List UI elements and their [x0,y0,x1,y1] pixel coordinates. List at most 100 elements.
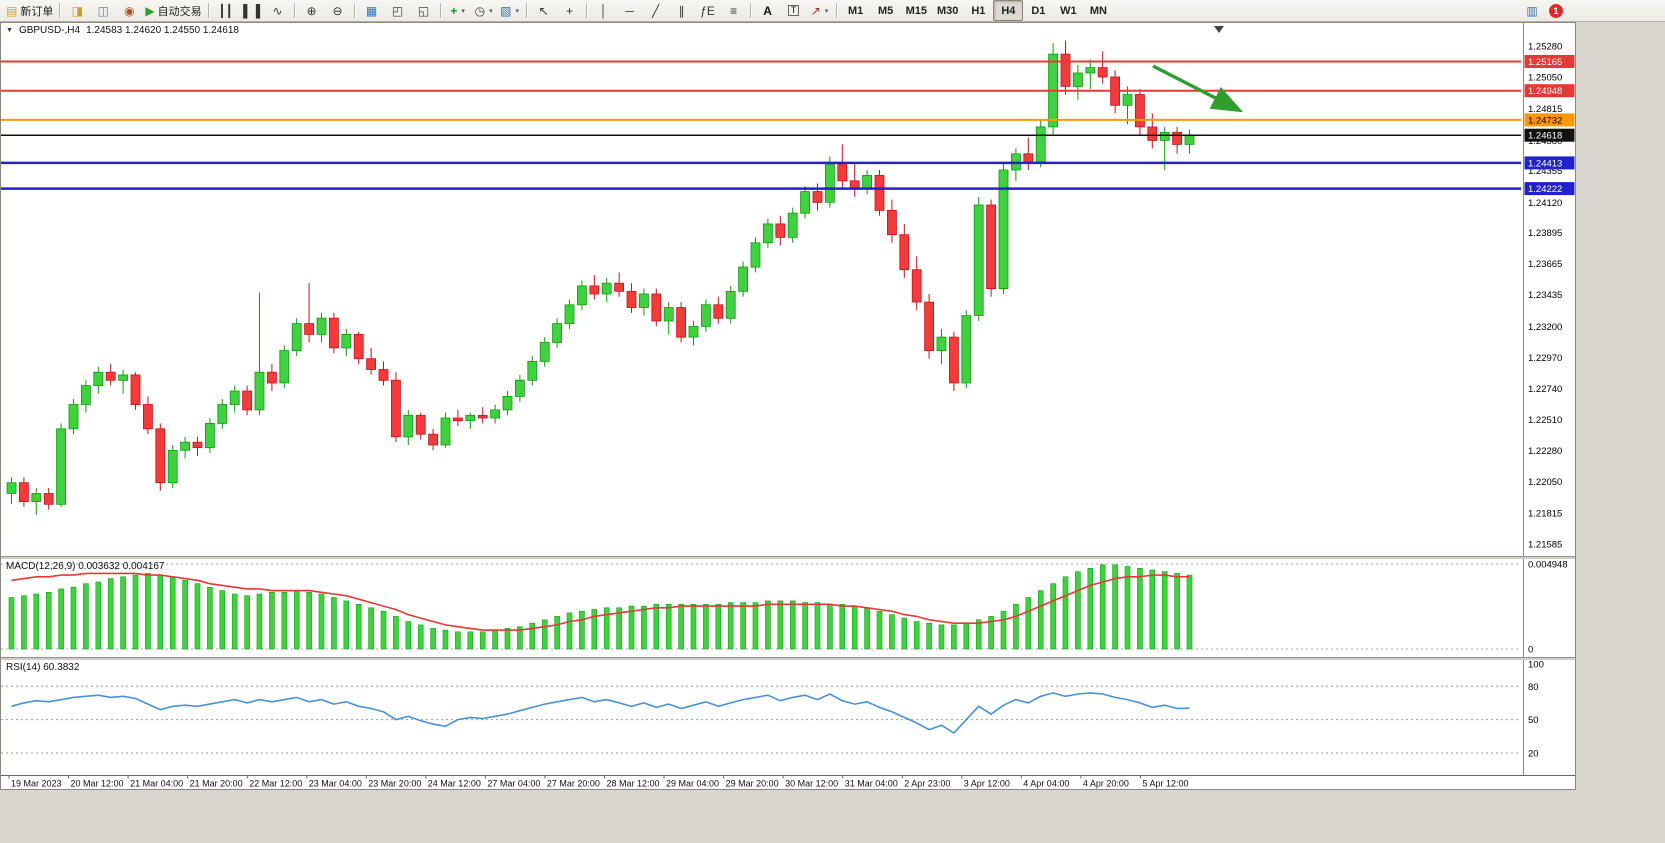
trend-arrow-annotation[interactable] [1152,64,1244,113]
text-label-button[interactable]: T [781,0,807,21]
timeframe-w1-button[interactable]: W1 [1053,0,1083,21]
timeframe-m15-button-label: M15 [905,4,927,17]
price-badge [1524,55,1575,68]
timeframe-mn-button[interactable]: MN [1083,0,1113,21]
price-badge [1524,128,1575,142]
svg-text:3 Apr 12:00: 3 Apr 12:00 [964,779,1010,789]
svg-text:1.23200: 1.23200 [1528,322,1562,333]
svg-text:1.21815: 1.21815 [1528,509,1562,520]
pitchfork-button[interactable]: ≡ [721,0,747,21]
text-button[interactable]: A [755,0,781,21]
svg-text:27 Mar 20:00: 27 Mar 20:00 [547,779,600,789]
timeframe-m5-button[interactable]: M5 [871,0,901,21]
panels-group: ◨ ◫ ◉ ▶ 自动交易 [64,1,204,21]
zoom-in-icon: ⊕ [306,3,317,18]
svg-text:28 Mar 12:00: 28 Mar 12:00 [607,779,660,789]
pitchfork-icon: ≡ [730,3,738,18]
svg-text:27 Mar 04:00: 27 Mar 04:00 [487,779,540,789]
timeframe-d1-button[interactable]: D1 [1023,0,1053,21]
periods-button[interactable]: ◷ ▾ [471,0,497,21]
dropdown-caret-icon: ▾ [515,7,519,15]
time-axis[interactable]: 19 Mar 2023 20 Mar 12:00 21 Mar 04:00 21 Ma… [1,775,1575,789]
vertical-line-button[interactable]: │ [591,0,617,21]
pointer-group: ↖ + [531,1,583,21]
rsi-canvas[interactable]: 100 80 50 20 [1,660,1575,775]
channel-button[interactable]: ∥ [669,0,695,21]
arrows-button[interactable]: ↗ ▾ [807,0,833,21]
one-click-trading-toggle[interactable]: ▼ [6,27,13,34]
indicators-button[interactable]: + ▾ [445,0,471,21]
cursor-button[interactable]: ↖ [531,0,557,21]
horizontal-line-button[interactable]: ─ [617,0,643,21]
svg-text:1.22970: 1.22970 [1528,353,1562,364]
trendline-button[interactable]: ╱ [643,0,669,21]
template-icon: ▧ [500,3,512,18]
timeframe-mn-button-label: MN [1089,4,1107,17]
templates-button[interactable]: ▧ ▾ [497,0,523,21]
market-watch-icon: ◫ [97,3,110,18]
timeframe-h1-button[interactable]: H1 [963,0,993,21]
new-order-button-label: 新订单 [20,5,54,18]
svg-text:1.23665: 1.23665 [1528,259,1562,270]
svg-text:1.23435: 1.23435 [1528,290,1562,301]
cursor-icon: ↖ [538,3,549,18]
tile-windows-button[interactable]: ▦ [359,0,385,21]
notification-badge[interactable]: 1 [1549,3,1563,18]
chart-window-icon: ◨ [71,3,84,18]
timeframe-m30-button-label: M30 [936,4,959,17]
svg-text:1.24948: 1.24948 [1528,86,1562,97]
chart-ohlc-readout: 1.24583 1.24620 1.24550 1.24618 [86,25,239,36]
toolbar-separator [59,3,62,18]
macd-label: MACD(12,26,9) 0.003632 0.004167 [6,561,165,572]
timeframe-group: M1 M5 M15 M30 H1 H4 D1 W1 MN [841,0,1114,21]
timeframe-h4-button[interactable]: H4 [993,0,1024,21]
svg-text:1.24355: 1.24355 [1528,166,1562,177]
charts-button[interactable]: ◨ [64,0,90,21]
price-badge [1524,182,1575,196]
cascade-windows-icon: ◰ [391,3,404,18]
market-watch-button[interactable]: ◫ [90,0,116,21]
tile-windows-icon: ▦ [365,3,378,18]
main-chart-canvas[interactable]: 1.252801.250501.248151.245801.243551.241… [1,23,1575,556]
panel-divider[interactable] [1,657,1575,660]
rsi-panel[interactable]: RSI(14) 60.3832 100 80 50 20 [1,660,1575,775]
svg-text:30 Mar 12:00: 30 Mar 12:00 [785,779,838,789]
arrange-windows-button[interactable]: ◱ [411,0,437,21]
toolbar-separator [293,3,296,18]
svg-text:29 Mar 04:00: 29 Mar 04:00 [666,779,719,789]
price-badge [1524,113,1575,127]
chart-header: ▼ GBPUSD-,H4 1.24583 1.24620 1.24550 1.2… [6,25,239,36]
timeframe-m1-button[interactable]: M1 [841,0,871,21]
macd-panel[interactable]: MACD(12,26,9) 0.003632 0.004167 0.004948… [1,559,1575,657]
svg-text:1.25165: 1.25165 [1528,57,1562,68]
zoom-out-button[interactable]: ⊖ [325,0,351,21]
navigator-button[interactable]: ◉ [116,0,142,21]
macd-signal-line [11,572,1190,631]
crosshair-icon: + [566,3,574,18]
autotrading-button-label: 自动交易 [157,5,202,18]
svg-text:1.22510: 1.22510 [1528,415,1562,426]
svg-text:1.24413: 1.24413 [1528,158,1562,169]
timeframe-h4-button-label: H4 [1001,4,1016,17]
fibonacci-button[interactable]: ƒE [695,0,721,21]
new-order-button[interactable]: ▤ 新订单 [3,0,56,21]
chart-shift-marker[interactable] [1214,26,1224,33]
main-chart-panel[interactable]: ▼ GBPUSD-,H4 1.24583 1.24620 1.24550 1.2… [1,23,1575,556]
mini-chart-button[interactable]: ▥ [1519,0,1545,21]
candlestick-chart-button[interactable]: ▌▐ [239,0,265,21]
cascade-windows-button[interactable]: ◰ [385,0,411,21]
svg-text:23 Mar 04:00: 23 Mar 04:00 [309,779,362,789]
crosshair-button[interactable]: + [557,0,583,21]
timeframe-m30-button[interactable]: M30 [932,0,963,21]
zoom-group: ⊕ ⊖ [299,1,351,21]
line-chart-button[interactable]: ∿ [265,0,291,21]
timeframe-m15-button[interactable]: M15 [901,0,932,21]
horizontal-line-icon: ─ [625,3,634,18]
svg-text:1.22050: 1.22050 [1528,477,1562,488]
arrange-windows-icon: ◱ [417,3,430,18]
autotrading-button[interactable]: ▶ 自动交易 [142,0,204,21]
bars-chart-button[interactable]: ┃┃ [213,0,239,21]
macd-canvas[interactable]: 0.004948 0 [1,559,1575,657]
zoom-in-button[interactable]: ⊕ [299,0,325,21]
panel-divider[interactable] [1,556,1575,559]
